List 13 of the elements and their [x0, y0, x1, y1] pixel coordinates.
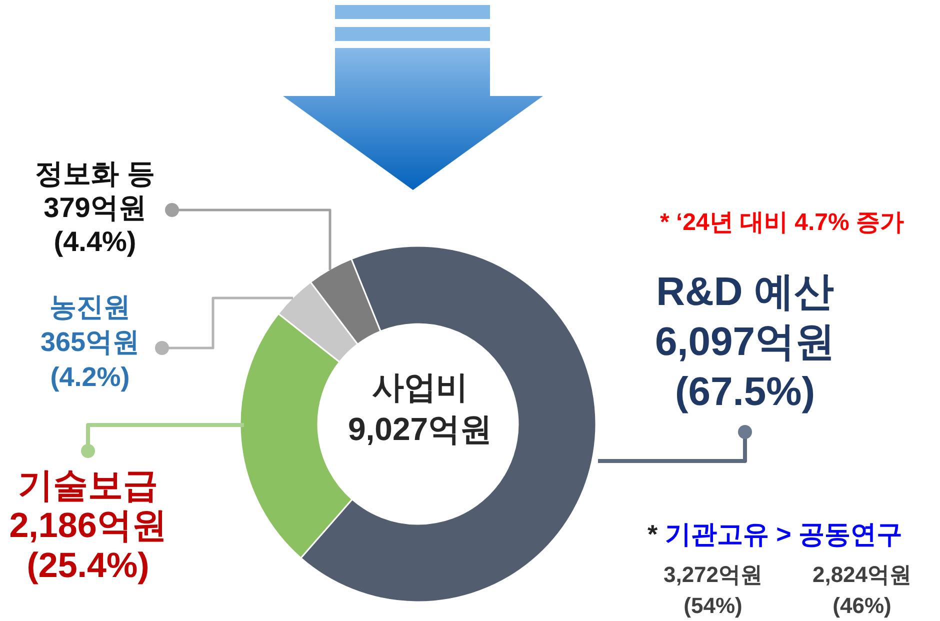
text: * 기관고유 > 공동연구 — [648, 519, 902, 549]
text: 3,272억원 (54%) — [663, 562, 763, 618]
text: 2,824억원 (46%) — [812, 562, 912, 618]
text: 사업비 9,027억원 — [348, 369, 492, 447]
slice-label: 농진원 — [50, 292, 130, 322]
data-label: 2,186억원 (25.4%) — [9, 506, 167, 585]
data-label: 6,097억원 (67.5%) — [654, 320, 836, 414]
slice-label: R&D 예산 — [656, 270, 834, 314]
data-label: 365억원 (4.2%) — [40, 327, 140, 392]
data-label: 379억원 (4.4%) — [44, 192, 146, 257]
text: * ‘24년 대비 4.7% 증가 — [660, 209, 904, 236]
slice-label: 정보화 등 — [35, 158, 155, 189]
slice-label: 기술보급 — [18, 466, 158, 505]
